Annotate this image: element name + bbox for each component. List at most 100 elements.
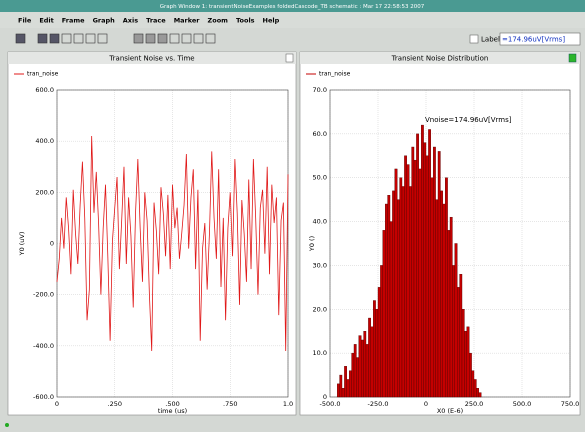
- histogram-bar: [411, 146, 415, 398]
- label-field-text: =174.96uV[Vrms]: [502, 36, 565, 44]
- histogram-bar: [409, 186, 412, 398]
- histogram-bar: [466, 326, 470, 398]
- histogram-bar: [353, 344, 357, 398]
- label-field[interactable]: [499, 32, 581, 46]
- histogram-bar: [380, 265, 383, 398]
- plot-frame: [56, 89, 289, 398]
- histogram-bar: [428, 129, 431, 398]
- y-tick-label: 20.0: [313, 305, 327, 313]
- label-checkbox-text: Label: [481, 36, 500, 44]
- menu-item[interactable]: Zoom: [208, 17, 229, 25]
- histogram-bar: [473, 379, 477, 398]
- icon[interactable]: [169, 33, 180, 44]
- icon[interactable]: [61, 33, 72, 44]
- x-axis-label: X0 (E-6): [437, 407, 463, 415]
- x-tick-label: .500: [165, 400, 179, 408]
- histogram-bar: [377, 287, 381, 398]
- histogram-bar: [421, 124, 424, 398]
- histogram-bar: [433, 146, 436, 398]
- histogram-bar: [406, 164, 410, 398]
- histogram-bar: [368, 317, 371, 398]
- y-tick-label: -400.0: [33, 342, 54, 350]
- y-tick-label: 600.0: [35, 86, 54, 94]
- histogram-bar: [349, 370, 352, 398]
- icon[interactable]: [193, 33, 204, 44]
- histogram-bar: [476, 388, 479, 398]
- histogram-bar: [461, 309, 465, 398]
- menu-item[interactable]: Edit: [39, 17, 53, 25]
- status-bar: [0, 418, 585, 432]
- histogram-bar: [471, 370, 475, 398]
- title-bar: [0, 0, 585, 12]
- histogram-bar: [437, 151, 441, 398]
- panel-button[interactable]: [285, 53, 294, 63]
- histogram-bar: [394, 168, 398, 398]
- x-tick-label: 750.0: [561, 400, 580, 408]
- window-title: Graph Window 1: transientNoiseExamples f…: [160, 4, 425, 10]
- icon[interactable]: [49, 33, 60, 44]
- histogram-bar: [430, 177, 434, 398]
- histogram-bar: [435, 199, 439, 398]
- histogram-bar: [423, 142, 427, 398]
- y-tick-label: -200.0: [33, 291, 54, 299]
- icon[interactable]: [37, 33, 48, 44]
- x-tick-label: -250.0: [368, 400, 389, 408]
- x-tick-label: 500.0: [513, 400, 532, 408]
- histogram-bar: [418, 168, 422, 398]
- histogram-bar: [356, 357, 359, 398]
- print-icon[interactable]: [15, 33, 26, 44]
- x-tick-label: 250.0: [465, 400, 484, 408]
- menu-item[interactable]: Tools: [236, 17, 255, 25]
- icon[interactable]: [97, 33, 108, 44]
- menu-item[interactable]: Marker: [174, 17, 201, 25]
- menu-item[interactable]: Graph: [93, 17, 116, 25]
- toolbar: [0, 28, 585, 50]
- icon[interactable]: [181, 33, 192, 44]
- icon[interactable]: [145, 33, 156, 44]
- menu-item[interactable]: Help: [263, 17, 280, 25]
- y-tick-label: 50.0: [313, 174, 327, 182]
- icon[interactable]: [73, 33, 84, 44]
- legend-label: tran_noise: [27, 71, 59, 78]
- icon[interactable]: [157, 33, 168, 44]
- chart-title: Transient Noise Distribution: [391, 55, 489, 63]
- y-axis-label: Y0 (uV): [18, 232, 26, 257]
- histogram-bar: [397, 199, 400, 398]
- x-axis-label: time (us): [158, 407, 187, 415]
- icon[interactable]: [205, 33, 216, 44]
- trace-line: [56, 136, 289, 351]
- x-tick-label: -500.0: [320, 400, 341, 408]
- histogram-bar: [457, 287, 460, 398]
- histogram-bar: [392, 190, 395, 398]
- histogram-bar: [404, 155, 407, 398]
- histogram-bar: [370, 326, 374, 398]
- y-tick-label: 70.0: [313, 86, 327, 94]
- x-tick-label: .750: [223, 400, 237, 408]
- histogram-bar: [445, 177, 448, 398]
- label-checkbox[interactable]: [469, 34, 479, 44]
- histogram-bar: [449, 216, 453, 398]
- histogram-bar: [375, 309, 379, 398]
- histogram-bar: [478, 392, 482, 398]
- icon[interactable]: [133, 33, 144, 44]
- histogram-bar: [351, 352, 355, 398]
- histogram-bar: [344, 366, 347, 398]
- histogram-bar: [339, 374, 343, 398]
- y-tick-label: 200.0: [35, 188, 54, 196]
- y-tick-label: 30.0: [313, 261, 327, 269]
- histogram-bar: [399, 177, 403, 398]
- histogram-bar: [454, 243, 458, 398]
- menu-item[interactable]: Trace: [146, 17, 166, 25]
- histogram-bar: [442, 203, 446, 398]
- panel-header: [300, 52, 580, 64]
- chart-title: Transient Noise vs. Time: [108, 55, 194, 63]
- y-tick-label: 40.0: [313, 218, 327, 226]
- status-icon: [5, 423, 9, 427]
- icon[interactable]: [85, 33, 96, 44]
- menu-item[interactable]: File: [18, 17, 32, 25]
- panel-button[interactable]: [568, 53, 577, 63]
- menu-item[interactable]: Frame: [62, 17, 85, 25]
- menu-item[interactable]: Axis: [123, 17, 138, 25]
- histogram-bar: [385, 203, 388, 398]
